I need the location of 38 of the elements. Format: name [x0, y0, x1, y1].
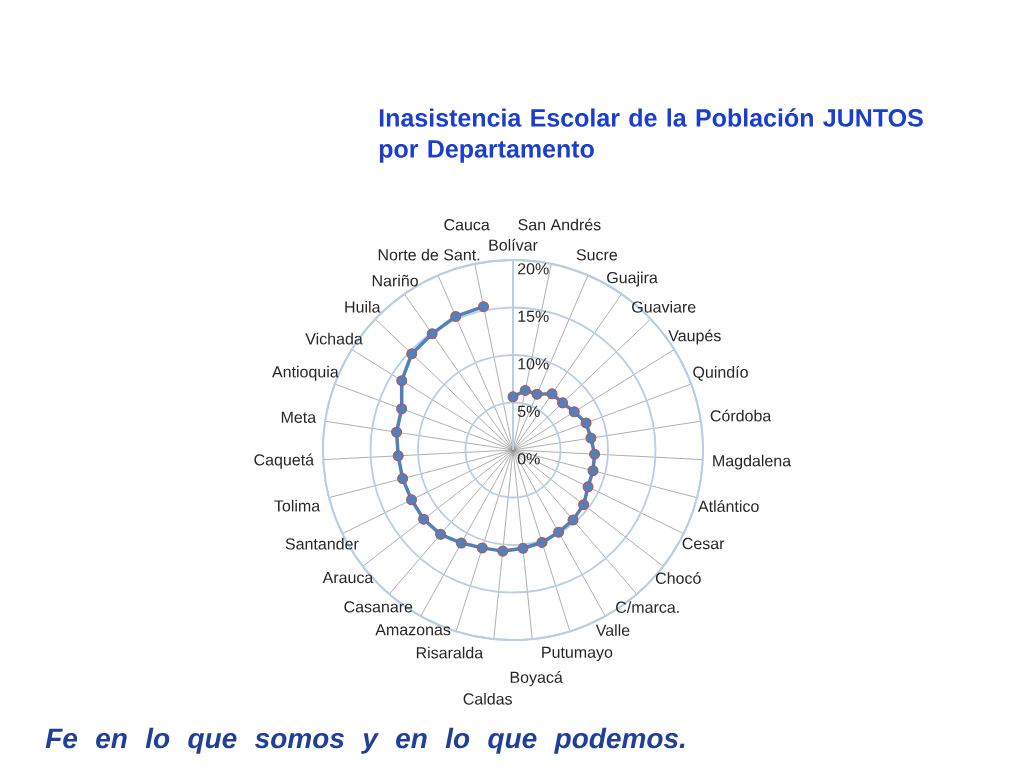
- spoke-label: Tolima: [274, 499, 321, 512]
- spoke-label: Vaupés: [668, 329, 721, 345]
- spoke-label: Arauca: [322, 572, 374, 584]
- spoke-label: San Andrés: [518, 218, 601, 231]
- chart-title: Inasistencia Escolar de la Población JUNTOS por Departamento: [379, 108, 923, 163]
- spoke-label: Quindío: [693, 365, 748, 381]
- y-tick-label: 5%: [517, 405, 540, 417]
- spoke-label: Sucre: [576, 249, 618, 261]
- spoke-label: Caldas: [463, 692, 512, 705]
- spoke-label: Casanare: [344, 601, 413, 613]
- spoke-label: Chocó: [655, 572, 701, 584]
- spoke-label: Nariño: [372, 274, 418, 287]
- y-tick-label: 15%: [518, 310, 549, 322]
- spoke-label: Guajira: [607, 271, 658, 287]
- spoke-label: Cauca: [444, 219, 490, 231]
- spoke-label: Caquetá: [254, 453, 315, 469]
- spoke-label: C/marca.: [616, 601, 679, 613]
- spoke-label: Bolívar: [489, 238, 538, 251]
- y-tick-label: 10%: [518, 358, 549, 370]
- spoke-label: Cesar: [682, 537, 725, 550]
- spoke-label: Valle: [595, 624, 630, 636]
- spoke-label: Guaviare: [632, 300, 696, 313]
- spoke-label: Córdoba: [710, 409, 772, 422]
- text: Fe en lo que somos y en lo que podemos.: [45, 727, 685, 754]
- y-tick-label: 0%: [517, 453, 540, 465]
- spoke-label: Boyacá: [510, 671, 563, 687]
- y-tick-label: 20%: [518, 263, 549, 275]
- spoke-label: Magdalena: [713, 454, 792, 470]
- spoke-label: Meta: [281, 411, 317, 423]
- spoke-label: Vichada: [305, 332, 363, 345]
- spoke-label: Norte de Sant.: [378, 248, 480, 261]
- spoke-label: Santander: [285, 537, 359, 550]
- spoke-label: Amazonas: [375, 624, 451, 636]
- spoke-label: Huila: [345, 300, 381, 313]
- spoke-label: Putumayo: [542, 646, 613, 662]
- spoke-label: Atlántico: [698, 500, 759, 513]
- spoke-label: Risaralda: [416, 646, 484, 659]
- spoke-label: Antioquia: [272, 365, 339, 381]
